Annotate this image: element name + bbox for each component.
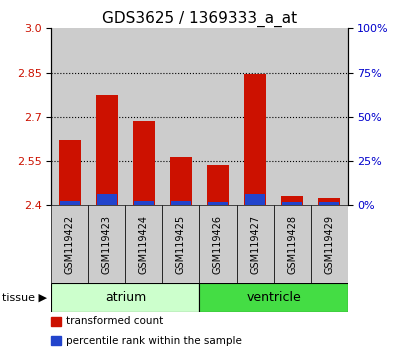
Bar [310, 28, 348, 205]
Bar [126, 205, 162, 283]
Bar [310, 205, 348, 283]
Bar [282, 202, 302, 205]
Bar [274, 28, 310, 205]
Text: GSM119424: GSM119424 [139, 215, 149, 274]
Bar [162, 28, 199, 205]
Bar [319, 202, 339, 205]
Bar [134, 201, 154, 205]
Bar [237, 28, 274, 205]
Text: tissue ▶: tissue ▶ [2, 292, 47, 302]
Text: GSM119426: GSM119426 [213, 215, 223, 274]
Bar [245, 194, 265, 205]
Bar [162, 205, 199, 283]
Bar [171, 201, 191, 205]
Bar [208, 202, 228, 205]
Bar [59, 141, 81, 205]
Bar [88, 205, 126, 283]
Text: GSM119423: GSM119423 [102, 215, 112, 274]
Bar [207, 166, 229, 205]
Bar [126, 28, 162, 205]
Bar [274, 205, 310, 283]
Text: percentile rank within the sample: percentile rank within the sample [66, 336, 242, 346]
Bar [97, 194, 117, 205]
Text: atrium: atrium [105, 291, 146, 304]
Bar [170, 157, 192, 205]
Bar [88, 28, 126, 205]
Bar [281, 196, 303, 205]
Text: transformed count: transformed count [66, 316, 164, 326]
Bar [51, 316, 61, 326]
Title: GDS3625 / 1369333_a_at: GDS3625 / 1369333_a_at [102, 11, 297, 27]
Text: ventricle: ventricle [246, 291, 301, 304]
Text: GSM119428: GSM119428 [287, 215, 297, 274]
Bar [51, 28, 88, 205]
Bar [51, 283, 199, 312]
Bar [51, 336, 61, 346]
Bar [199, 28, 237, 205]
Bar [199, 283, 348, 312]
Bar [96, 95, 118, 205]
Bar [244, 74, 266, 205]
Bar [318, 198, 340, 205]
Bar [60, 201, 80, 205]
Bar [199, 205, 237, 283]
Text: GSM119425: GSM119425 [176, 215, 186, 274]
Text: GSM119427: GSM119427 [250, 215, 260, 274]
Text: GSM119422: GSM119422 [65, 215, 75, 274]
Bar [51, 205, 88, 283]
Text: GSM119429: GSM119429 [324, 215, 334, 274]
Bar [133, 121, 155, 205]
Bar [237, 205, 274, 283]
